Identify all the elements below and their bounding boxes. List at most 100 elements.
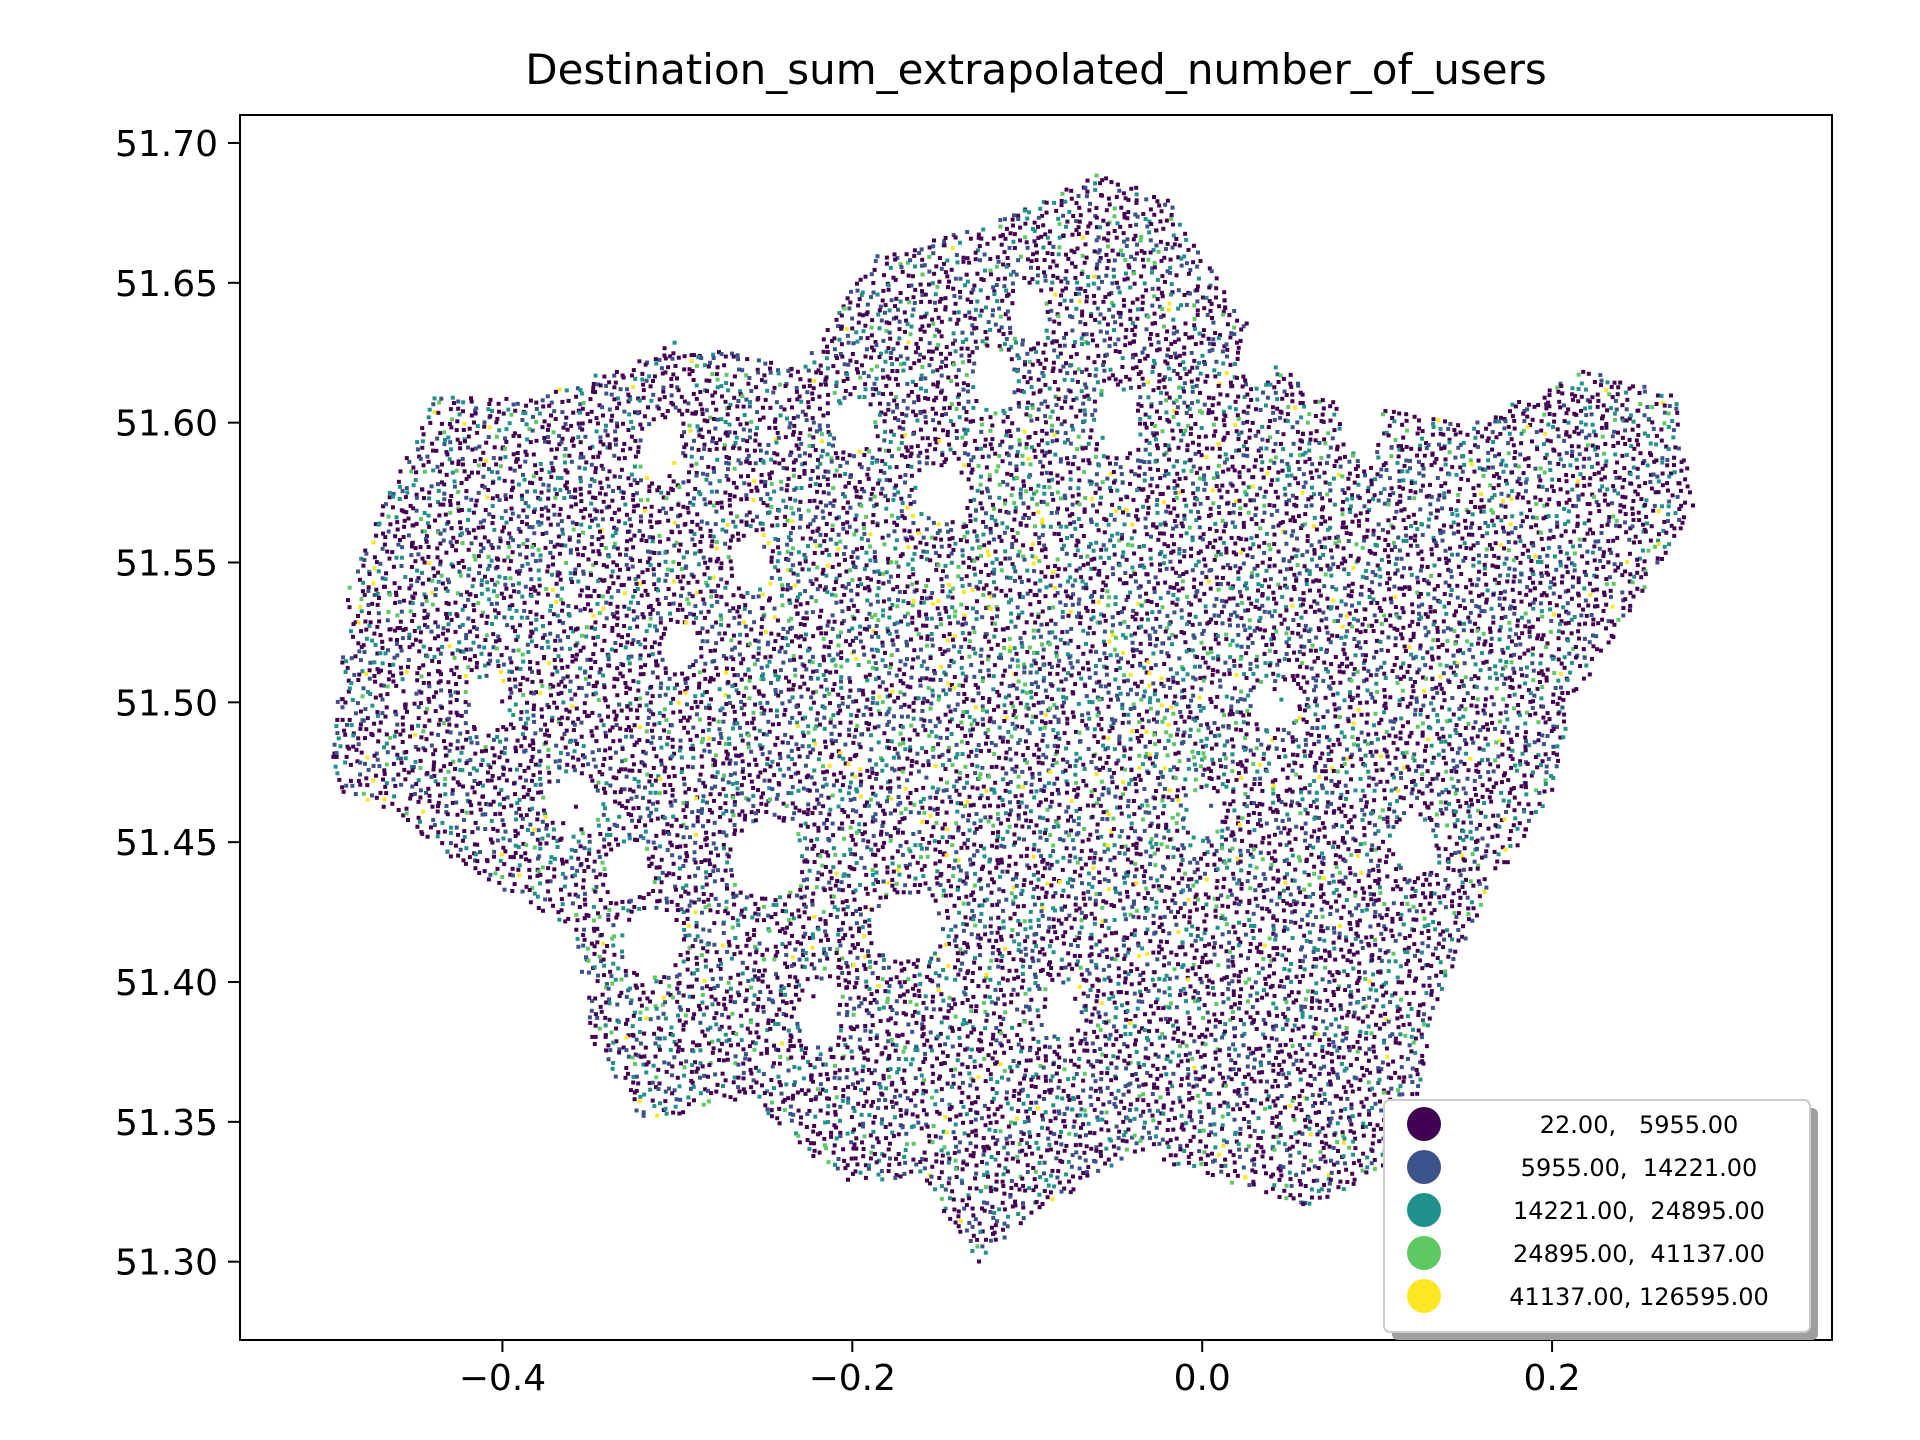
map-point	[1082, 394, 1087, 399]
map-point	[1045, 310, 1050, 314]
map-point	[1204, 446, 1209, 451]
map-point	[1262, 503, 1267, 508]
map-point	[794, 443, 799, 448]
map-point	[421, 463, 426, 468]
map-point	[1147, 441, 1152, 445]
map-point	[1230, 455, 1235, 460]
map-point	[1415, 453, 1419, 458]
map-point	[557, 433, 562, 438]
map-point	[1043, 232, 1048, 237]
map-point	[919, 263, 924, 268]
map-point	[988, 526, 993, 531]
map-point	[1284, 511, 1289, 516]
map-point	[1651, 426, 1656, 431]
map-point	[1371, 497, 1375, 502]
map-point	[719, 417, 724, 422]
map-point	[787, 398, 792, 403]
map-point	[1043, 414, 1048, 419]
map-point	[469, 541, 474, 546]
map-point	[886, 407, 891, 412]
map-point	[1207, 541, 1212, 545]
map-point	[420, 439, 425, 444]
map-point	[636, 449, 641, 454]
map-point	[1224, 546, 1229, 551]
map-point	[944, 363, 948, 368]
map-point	[871, 513, 876, 517]
map-point	[1050, 252, 1055, 256]
map-point	[1029, 445, 1034, 450]
map-point	[1149, 402, 1154, 407]
map-point	[633, 410, 637, 415]
map-point	[498, 539, 503, 544]
map-point	[1082, 419, 1087, 424]
map-point	[610, 533, 615, 538]
map-point	[979, 277, 984, 282]
map-point	[823, 382, 828, 387]
map-point	[918, 450, 923, 455]
map-point	[698, 402, 703, 407]
map-point	[1595, 461, 1600, 466]
map-point	[1177, 551, 1182, 556]
map-point	[446, 435, 451, 440]
map-point	[874, 364, 879, 369]
map-point	[1088, 201, 1092, 206]
map-point	[1636, 442, 1641, 447]
map-point	[899, 496, 904, 501]
map-point	[881, 375, 886, 380]
map-point	[1667, 499, 1672, 504]
map-point	[986, 454, 991, 459]
map-point	[1084, 255, 1089, 260]
map-point	[1167, 377, 1172, 382]
map-point	[850, 326, 855, 331]
map-point	[1602, 451, 1606, 456]
map-point	[956, 310, 961, 315]
map-point	[1089, 311, 1094, 316]
map-point	[447, 422, 452, 426]
map-point	[1132, 257, 1137, 262]
map-point	[364, 551, 369, 556]
map-point	[1609, 385, 1614, 389]
map-point	[577, 465, 582, 470]
map-point	[1618, 509, 1623, 514]
map-point	[814, 429, 819, 434]
map-point	[845, 530, 849, 535]
map-point	[615, 421, 619, 426]
map-point	[1321, 553, 1326, 557]
map-point	[1230, 483, 1235, 488]
map-point	[965, 230, 970, 234]
map-point	[1187, 335, 1192, 340]
map-point	[456, 406, 461, 411]
map-point	[1004, 264, 1009, 269]
map-point	[400, 545, 405, 550]
map-point	[877, 447, 882, 452]
map-point	[398, 469, 403, 474]
map-point	[1196, 551, 1201, 556]
map-point	[437, 513, 442, 518]
map-point	[559, 440, 564, 445]
map-point	[998, 224, 1003, 229]
map-point	[1027, 359, 1032, 364]
map-point	[1074, 201, 1079, 206]
map-point	[1520, 519, 1525, 524]
map-point	[1504, 478, 1508, 483]
map-point	[719, 505, 724, 510]
map-point	[1246, 468, 1251, 473]
map-point	[1128, 451, 1132, 456]
map-point	[1588, 405, 1593, 410]
map-point	[443, 438, 447, 442]
map-point	[816, 475, 820, 480]
map-point	[919, 247, 924, 252]
map-point	[1365, 528, 1370, 533]
map-point	[1153, 459, 1158, 464]
map-point	[1450, 552, 1454, 557]
map-point	[1003, 498, 1008, 503]
map-point	[1093, 318, 1098, 322]
map-point	[578, 402, 583, 407]
map-point	[869, 492, 874, 497]
map-point	[1369, 482, 1374, 487]
map-point	[415, 447, 420, 452]
map-point	[689, 463, 694, 468]
map-point	[1044, 431, 1049, 436]
map-point	[1077, 205, 1082, 210]
map-point	[1029, 547, 1034, 551]
